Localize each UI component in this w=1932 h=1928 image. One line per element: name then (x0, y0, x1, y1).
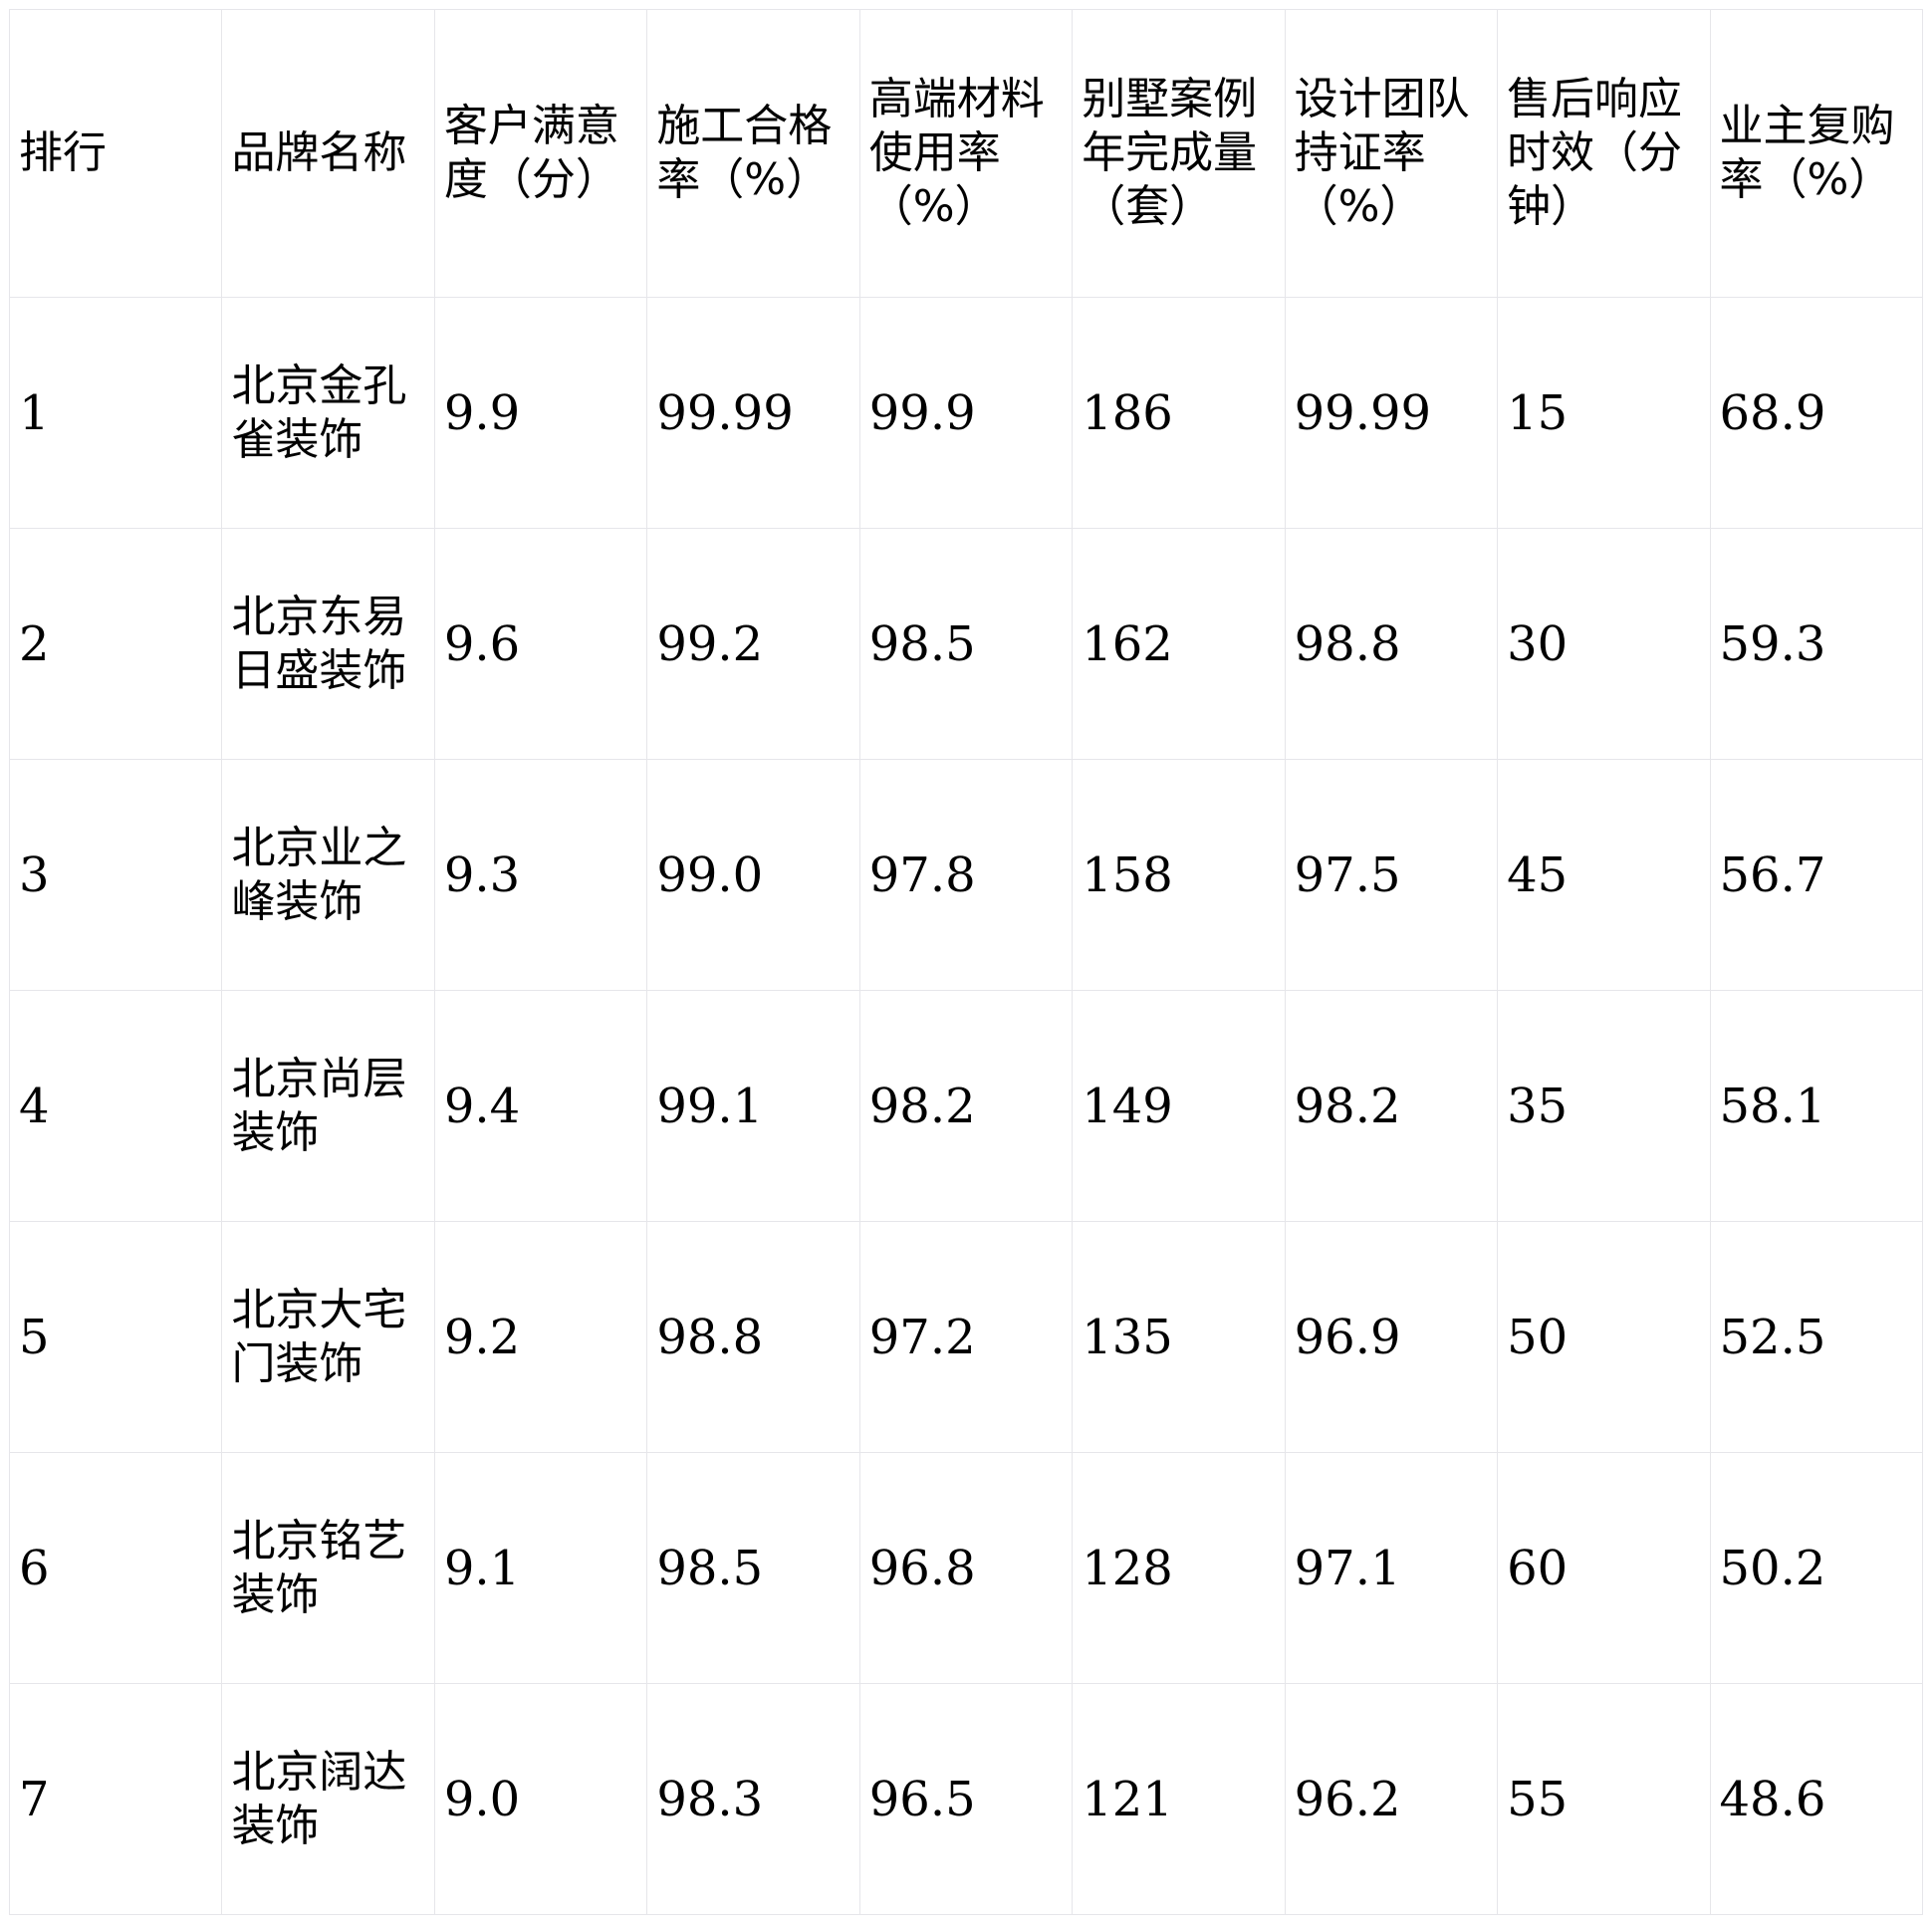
ranking-table: 排行 品牌名称 客户满意度（分） 施工合格率（%） 高端材料使用率（%） 别墅案例年完成量… (8, 9, 1923, 1915)
rank-cell: 1 (8, 297, 223, 529)
table-cell: 121 (1072, 1683, 1286, 1915)
table-cell: 9.4 (433, 990, 648, 1222)
table-row: 5 北京大宅门装饰 9.2 98.8 97.2 135 96.9 50 52.5 (8, 1221, 1923, 1453)
table-cell: 96.9 (1284, 1221, 1499, 1453)
table-cell: 50 (1497, 1221, 1711, 1453)
table-cell: 30 (1497, 528, 1711, 760)
table-cell: 96.8 (858, 1452, 1074, 1684)
rank-cell: 7 (8, 1683, 223, 1915)
brand-name-cell: 北京尚层装饰 (221, 990, 435, 1222)
brand-name-cell: 北京东易日盛装饰 (221, 528, 435, 760)
column-header: 高端材料使用率（%） (858, 9, 1074, 298)
table-cell: 52.5 (1709, 1221, 1923, 1453)
table-cell: 60 (1497, 1452, 1711, 1684)
table-row: 6 北京铭艺装饰 9.1 98.5 96.8 128 97.1 60 50.2 (8, 1452, 1923, 1684)
table-cell: 55 (1497, 1683, 1711, 1915)
brand-name-cell: 北京大宅门装饰 (221, 1221, 435, 1453)
table-cell: 48.6 (1709, 1683, 1923, 1915)
table-cell: 59.3 (1709, 528, 1923, 760)
brand-name-cell: 北京金孔雀装饰 (221, 297, 435, 529)
table-cell: 56.7 (1709, 759, 1923, 991)
table-cell: 99.0 (646, 759, 860, 991)
table-cell: 50.2 (1709, 1452, 1923, 1684)
table-row: 4 北京尚层装饰 9.4 99.1 98.2 149 98.2 35 58.1 (8, 990, 1923, 1222)
table-cell: 9.1 (433, 1452, 648, 1684)
table-cell: 97.8 (858, 759, 1074, 991)
table-cell: 99.99 (1284, 297, 1499, 529)
table-cell: 98.8 (1284, 528, 1499, 760)
column-header: 售后响应时效（分钟） (1497, 9, 1711, 298)
column-header: 施工合格率（%） (646, 9, 860, 298)
column-header: 品牌名称 (221, 9, 435, 298)
rank-cell: 2 (8, 528, 223, 760)
table-cell: 98.5 (858, 528, 1074, 760)
table-row: 2 北京东易日盛装饰 9.6 99.2 98.5 162 98.8 30 59.3 (8, 528, 1923, 760)
header-row: 排行 品牌名称 客户满意度（分） 施工合格率（%） 高端材料使用率（%） 别墅案例年完成量… (8, 9, 1923, 298)
brand-name-cell: 北京铭艺装饰 (221, 1452, 435, 1684)
brand-name-cell: 北京业之峰装饰 (221, 759, 435, 991)
table-cell: 186 (1072, 297, 1286, 529)
table-cell: 15 (1497, 297, 1711, 529)
table-cell: 58.1 (1709, 990, 1923, 1222)
table-cell: 45 (1497, 759, 1711, 991)
table-cell: 135 (1072, 1221, 1286, 1453)
table-cell: 96.2 (1284, 1683, 1499, 1915)
table-cell: 9.3 (433, 759, 648, 991)
table-cell: 9.2 (433, 1221, 648, 1453)
rank-cell: 3 (8, 759, 223, 991)
table-cell: 96.5 (858, 1683, 1074, 1915)
table-cell: 68.9 (1709, 297, 1923, 529)
table-cell: 97.1 (1284, 1452, 1499, 1684)
table-cell: 99.1 (646, 990, 860, 1222)
table-cell: 128 (1072, 1452, 1286, 1684)
column-header: 客户满意度（分） (433, 9, 648, 298)
column-header: 排行 (8, 9, 223, 298)
table-cell: 97.2 (858, 1221, 1074, 1453)
table-cell: 99.2 (646, 528, 860, 760)
rank-cell: 6 (8, 1452, 223, 1684)
table-cell: 99.9 (858, 297, 1074, 529)
table-cell: 98.2 (1284, 990, 1499, 1222)
brand-name-cell: 北京阔达装饰 (221, 1683, 435, 1915)
table-cell: 99.99 (646, 297, 860, 529)
table-row: 3 北京业之峰装饰 9.3 99.0 97.8 158 97.5 45 56.7 (8, 759, 1923, 991)
table-cell: 97.5 (1284, 759, 1499, 991)
rank-cell: 5 (8, 1221, 223, 1453)
table-cell: 35 (1497, 990, 1711, 1222)
table-cell: 9.6 (433, 528, 648, 760)
table-cell: 162 (1072, 528, 1286, 760)
table-cell: 149 (1072, 990, 1286, 1222)
table-cell: 158 (1072, 759, 1286, 991)
column-header: 业主复购率（%） (1709, 9, 1923, 298)
table-row: 7 北京阔达装饰 9.0 98.3 96.5 121 96.2 55 48.6 (8, 1683, 1923, 1915)
rank-cell: 4 (8, 990, 223, 1222)
table-cell: 98.8 (646, 1221, 860, 1453)
table-cell: 9.9 (433, 297, 648, 529)
table-cell: 98.2 (858, 990, 1074, 1222)
table-cell: 98.5 (646, 1452, 860, 1684)
table-cell: 98.3 (646, 1683, 860, 1915)
table-row: 1 北京金孔雀装饰 9.9 99.99 99.9 186 99.99 15 68.9 (8, 297, 1923, 529)
column-header: 别墅案例年完成量（套） (1072, 9, 1286, 298)
column-header: 设计团队持证率（%） (1284, 9, 1499, 298)
table-cell: 9.0 (433, 1683, 648, 1915)
